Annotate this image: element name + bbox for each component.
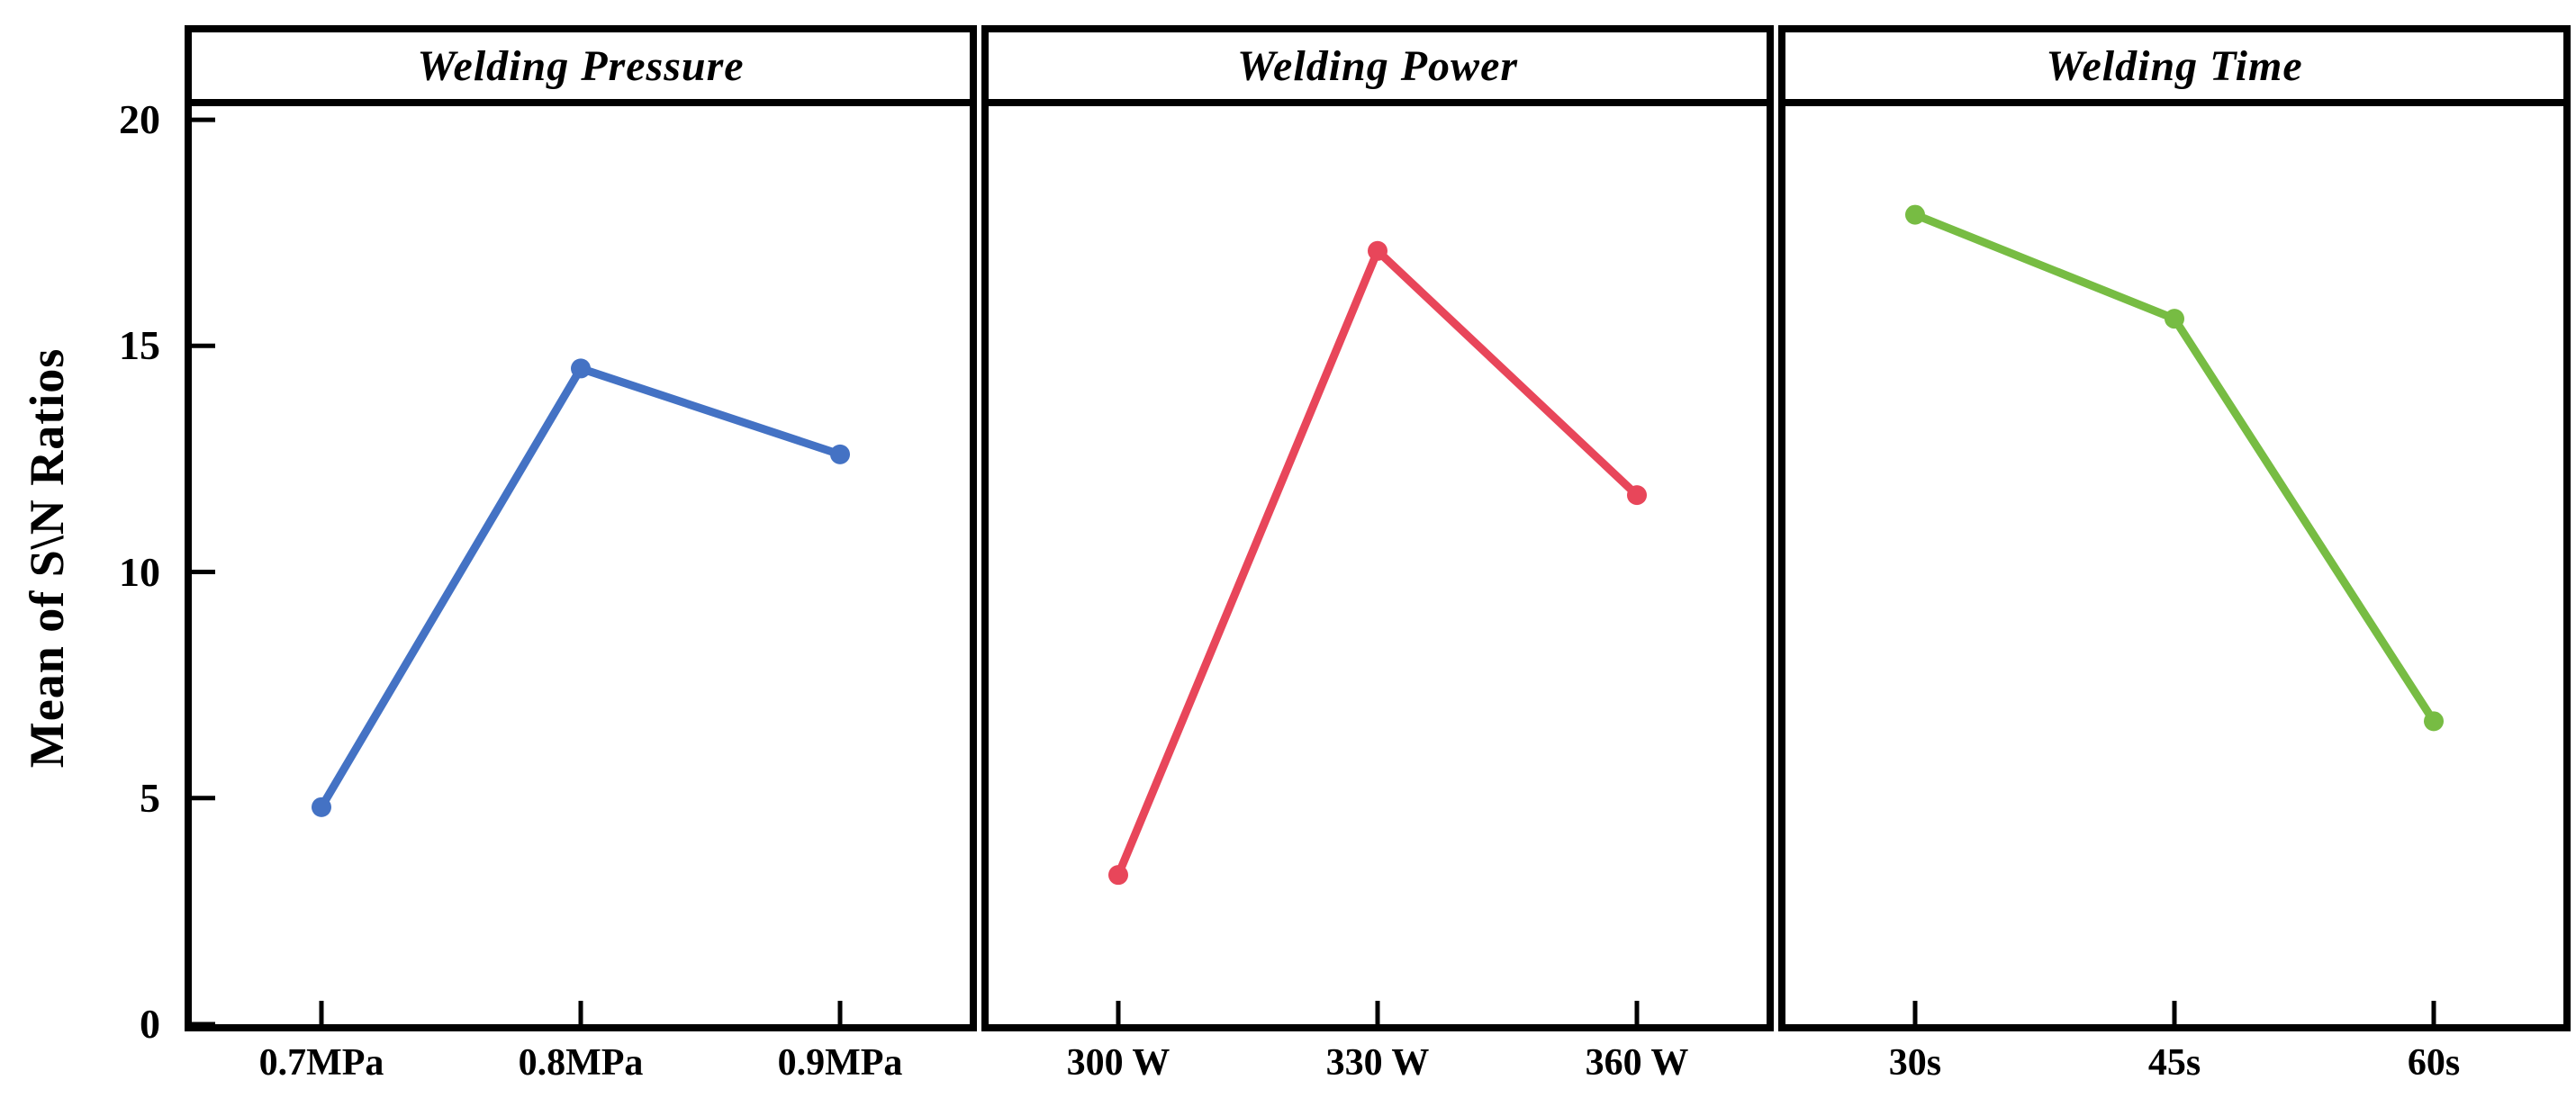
x-tick-label: 0.7MPa [258, 1042, 384, 1084]
panel-chart-svg [192, 117, 850, 1024]
data-point-marker [1368, 240, 1387, 261]
y-tick-label: 0 [140, 1001, 160, 1047]
panel-chart-svg [1108, 240, 1647, 1024]
data-point-marker [312, 796, 331, 817]
series-line [1114, 247, 1641, 879]
series-line [1911, 211, 2438, 725]
panel-header: Welding Power [989, 32, 1767, 106]
x-axis-labels: 30s 45s 60s [1785, 1024, 2563, 1105]
data-point-marker [2165, 309, 2184, 329]
data-point-marker [1627, 485, 1647, 506]
y-tick-label: 20 [119, 96, 160, 143]
x-tick-label: 45s [2147, 1042, 2201, 1084]
panel-header: Welding Pressure [192, 32, 970, 106]
y-tick-label: 15 [119, 322, 160, 369]
data-point-marker [1108, 865, 1128, 886]
x-tick-label: 0.9MPa [777, 1042, 903, 1084]
panel-plot-area [1785, 106, 2563, 1024]
data-point-marker [571, 358, 591, 379]
panel-welding-pressure: Welding Pressure 0.7MPa 0.8MPa 0.9MPa [185, 25, 977, 1082]
y-tick-label: 5 [140, 774, 160, 821]
panel-title: Welding Pressure [417, 41, 745, 90]
x-tick-label: 0.8MPa [518, 1042, 644, 1084]
x-axis-labels: 300 W 330 W 360 W [989, 1024, 1767, 1105]
panel-title: Welding Power [1236, 41, 1519, 90]
data-point-marker [830, 444, 850, 464]
panel-title: Welding Time [2046, 41, 2303, 90]
panel-welding-time: Welding Time 30s 45s 60s [1778, 25, 2571, 1082]
data-point-marker [1905, 204, 1925, 225]
panel-welding-power: Welding Power 300 W 330 W 360 W [981, 25, 1774, 1082]
panels-row: Welding Pressure 0.7MPa 0.8MPa 0.9MPa Weld… [185, 25, 2571, 1082]
series-line [317, 364, 845, 812]
x-tick-label: 30s [1888, 1042, 1942, 1084]
x-axis-labels: 0.7MPa 0.8MPa 0.9MPa [192, 1024, 970, 1105]
data-point-marker [2424, 711, 2444, 732]
panel-chart-svg [1905, 204, 2444, 1024]
x-tick-label: 60s [2407, 1042, 2461, 1084]
x-tick-label: 300 W [1066, 1042, 1170, 1084]
panel-plot-area [989, 106, 1767, 1024]
x-tick-label: 360 W [1585, 1042, 1689, 1084]
panel-header: Welding Time [1785, 32, 2563, 106]
x-tick-label: 330 W [1325, 1042, 1430, 1084]
panel-plot-area [192, 106, 970, 1024]
y-tick-label: 10 [119, 548, 160, 595]
y-axis-tick-labels: 0 5 10 15 20 [0, 0, 173, 1107]
